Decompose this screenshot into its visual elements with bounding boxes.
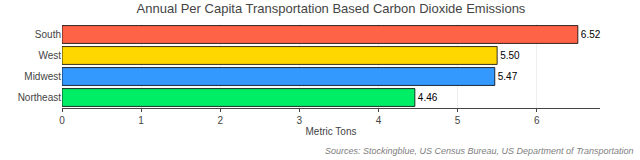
svg-text:South: South <box>35 29 61 40</box>
svg-text:5.50: 5.50 <box>500 50 520 61</box>
svg-text:2: 2 <box>217 115 223 126</box>
svg-text:4.46: 4.46 <box>418 92 438 103</box>
svg-text:0: 0 <box>59 115 65 126</box>
svg-text:Metric Tons: Metric Tons <box>306 126 357 137</box>
svg-text:4: 4 <box>376 115 382 126</box>
svg-text:5.47: 5.47 <box>498 71 518 82</box>
svg-text:6.52: 6.52 <box>581 29 601 40</box>
svg-text:5: 5 <box>455 115 461 126</box>
svg-text:3: 3 <box>297 115 303 126</box>
svg-text:Midwest: Midwest <box>24 71 61 82</box>
svg-text:6: 6 <box>534 115 540 126</box>
svg-text:1: 1 <box>138 115 144 126</box>
svg-text:West: West <box>38 50 61 61</box>
svg-text:Annual Per Capita Transportati: Annual Per Capita Transportation Based C… <box>137 1 526 16</box>
svg-text:Sources: Stockingblue, US Cens: Sources: Stockingblue, US Census Bureau,… <box>325 146 634 156</box>
svg-text:Northeast: Northeast <box>18 92 62 103</box>
